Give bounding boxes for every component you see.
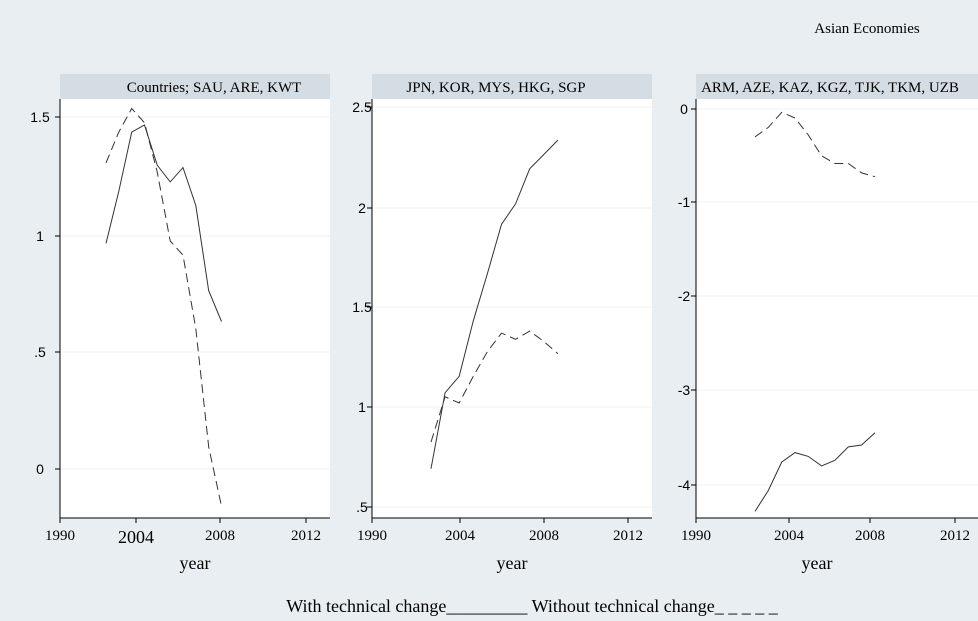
legend-text: With technical change_________ Without t…	[286, 596, 779, 616]
x-tick-label: 2004	[774, 528, 805, 544]
y-tick-label: 1	[358, 399, 366, 415]
x-axis-label: year	[180, 553, 211, 573]
x-axis-label: year	[802, 553, 833, 573]
y-tick-label: .5	[356, 499, 368, 515]
series-line-dashed	[430, 330, 559, 443]
series-line-dashed	[754, 111, 876, 178]
series-line-solid	[105, 124, 222, 322]
panel-title: JPN, KOR, MYS, HKG, SGP	[406, 80, 585, 96]
x-tick-label: 2012	[940, 528, 970, 544]
y-tick-label: 1.5	[30, 109, 50, 125]
y-tick-label: 1.5	[352, 299, 372, 315]
figure-title: Asian Economies	[814, 21, 920, 37]
y-tick-label: 2.5	[352, 99, 372, 115]
panel-title-band	[372, 74, 652, 99]
plot-area	[372, 99, 652, 518]
y-tick-label: 0	[680, 101, 688, 117]
x-tick-label: 2012	[291, 528, 321, 544]
series-line-solid	[754, 432, 876, 512]
panel-3: ARM, AZE, KAZ, KGZ, TJK, TKM, UZB 0 -1 -2 -3…	[678, 74, 978, 573]
x-tick-label: 2012	[613, 528, 643, 544]
y-tick-label: -1	[678, 194, 691, 210]
x-axis-label: year	[497, 553, 528, 573]
x-tick-label: 2004	[118, 527, 154, 547]
plot-area	[60, 99, 330, 518]
panel-title: ARM, AZE, KAZ, KGZ, TJK, TKM, UZB	[701, 80, 959, 96]
y-tick-label: 0	[36, 461, 44, 477]
plot-area	[696, 99, 978, 518]
y-tick-label: -3	[678, 382, 691, 398]
panel-title: Countries; SAU, ARE, KWT	[127, 80, 302, 96]
y-tick-label: -2	[678, 288, 691, 304]
series-line-dashed	[105, 107, 222, 507]
x-tick-label: 1990	[45, 528, 75, 544]
x-tick-label: 1990	[681, 528, 711, 544]
panel-title-band	[60, 74, 330, 99]
panel-title-band	[696, 74, 978, 99]
y-tick-label: .5	[34, 344, 46, 360]
x-tick-label: 2008	[855, 528, 885, 544]
x-tick-label: 1990	[357, 528, 387, 544]
x-tick-label: 2008	[529, 528, 559, 544]
y-tick-label: 1	[36, 228, 44, 244]
y-tick-label: 2	[358, 200, 366, 216]
x-tick-label: 2008	[205, 528, 235, 544]
series-line-solid	[430, 139, 559, 469]
y-tick-label: -4	[678, 477, 691, 493]
x-tick-label: 2004	[445, 528, 476, 544]
